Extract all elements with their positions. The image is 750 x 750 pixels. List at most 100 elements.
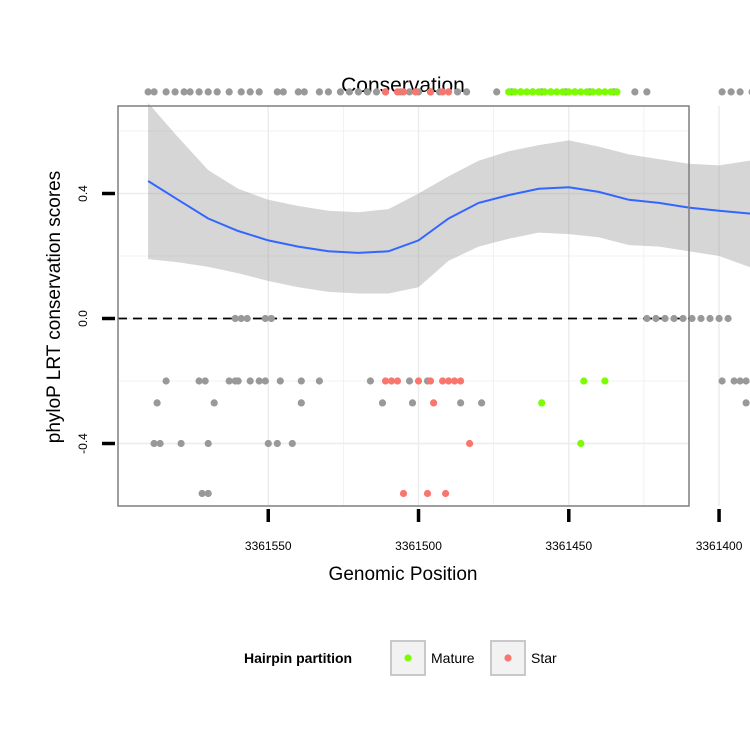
legend-marker-mature	[404, 654, 412, 662]
point-star	[445, 88, 453, 96]
point-star	[399, 489, 408, 498]
point-other	[150, 439, 158, 448]
point-other	[210, 399, 218, 407]
point-other	[706, 314, 714, 323]
x-tick-label: 3361550	[245, 539, 292, 553]
point-star	[414, 377, 423, 385]
point-star	[393, 377, 402, 385]
point-other	[643, 314, 651, 323]
point-other	[186, 88, 194, 96]
y-axis-title: phyloP LRT conservation scores	[44, 171, 65, 444]
point-other	[162, 377, 170, 385]
point-other	[715, 314, 723, 323]
point-mature	[607, 88, 615, 96]
y-tick-label: -0.4	[76, 433, 90, 454]
point-other	[204, 489, 212, 498]
point-other	[153, 399, 161, 407]
point-mature	[505, 88, 513, 96]
point-other	[718, 377, 726, 385]
point-other	[243, 314, 251, 323]
x-axis: 3361550 3361500 3361450 3361400	[245, 509, 743, 553]
point-mature	[595, 88, 603, 96]
legend-label-mature: Mature	[431, 650, 475, 666]
point-other	[267, 314, 275, 323]
point-other	[405, 88, 414, 96]
point-other	[742, 377, 750, 385]
y-tick-label: 0.0	[76, 310, 90, 327]
point-other	[724, 314, 732, 323]
point-other	[276, 377, 284, 385]
point-star	[426, 88, 435, 96]
point-star	[399, 88, 408, 96]
point-other	[246, 88, 254, 96]
point-other	[478, 399, 486, 407]
x-tick-label: 3361500	[395, 539, 442, 553]
point-mature	[601, 377, 609, 385]
point-mature	[580, 377, 588, 385]
point-other	[730, 377, 738, 385]
point-other	[150, 88, 158, 96]
point-star	[381, 88, 390, 96]
point-other	[234, 377, 242, 385]
legend-title: Hairpin partition	[244, 650, 352, 666]
point-other	[457, 399, 465, 407]
point-other	[198, 489, 206, 498]
point-mature	[565, 88, 573, 96]
point-other	[679, 314, 687, 323]
x-tick-label: 3361400	[696, 539, 743, 553]
point-other	[156, 439, 164, 448]
point-other	[264, 439, 272, 448]
point-other	[204, 88, 212, 96]
point-mature	[511, 88, 519, 96]
point-other	[366, 377, 374, 385]
grid-lines	[118, 106, 720, 506]
point-other	[261, 314, 269, 323]
plot-panel	[118, 106, 689, 506]
point-other	[688, 314, 696, 323]
point-other	[195, 88, 203, 96]
point-other	[255, 377, 263, 385]
x-tick-label: 3361450	[545, 539, 592, 553]
point-other	[213, 88, 221, 96]
point-other	[300, 88, 308, 96]
legend-item-star: Star	[490, 640, 557, 676]
point-other	[463, 88, 471, 96]
data-points	[144, 88, 750, 498]
point-other	[180, 88, 188, 96]
point-other	[297, 377, 305, 385]
point-mature	[517, 88, 525, 96]
point-other	[408, 399, 417, 407]
y-tick-label: 0.4	[76, 185, 90, 202]
point-other	[297, 399, 305, 407]
point-star	[442, 489, 450, 498]
point-other	[727, 88, 735, 96]
point-other	[736, 88, 744, 96]
point-other	[204, 439, 212, 448]
point-other	[372, 88, 381, 96]
point-other	[670, 314, 678, 323]
point-mature	[613, 88, 621, 96]
point-star	[393, 88, 402, 96]
point-other	[273, 439, 281, 448]
point-other	[378, 399, 387, 407]
point-other	[231, 314, 239, 323]
legend: Hairpin partition Mature Star	[244, 640, 557, 676]
point-other	[315, 377, 323, 385]
point-other	[661, 314, 669, 323]
point-other	[697, 314, 705, 323]
point-mature	[535, 88, 543, 96]
point-mature	[577, 439, 585, 448]
point-other	[742, 399, 750, 407]
point-other	[324, 88, 332, 96]
point-mature	[583, 88, 591, 96]
point-other	[279, 88, 287, 96]
point-star	[430, 399, 438, 407]
point-other	[354, 88, 362, 96]
point-mature	[577, 88, 585, 96]
point-other	[162, 88, 170, 96]
point-other	[237, 314, 245, 323]
point-other	[255, 88, 263, 96]
point-star	[387, 377, 396, 385]
point-other	[736, 377, 744, 385]
